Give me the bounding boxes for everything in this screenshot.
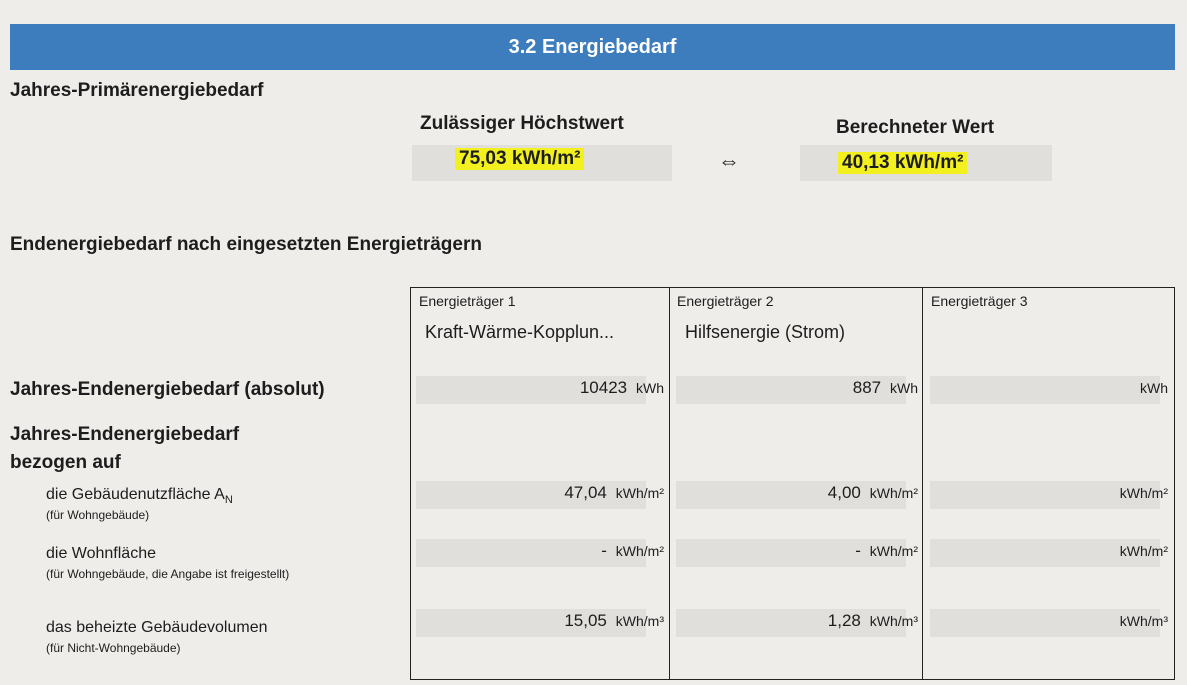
value-cell: kWh/m² xyxy=(1111,541,1168,561)
section-title: 3.2 Energiebedarf xyxy=(10,24,1175,70)
unit: kWh/m² xyxy=(615,543,664,559)
row-wohn-note: (für Wohngebäude, die Angabe ist freiges… xyxy=(46,567,290,581)
value: 10423 xyxy=(579,378,628,397)
value-cell: 15,05 kWh/m³ xyxy=(564,611,664,631)
value-cell: kWh/m² xyxy=(1111,483,1168,503)
value-field-bg xyxy=(416,376,646,404)
unit: kWh xyxy=(636,380,664,396)
value-cell: kWh xyxy=(1131,378,1168,398)
calc-value: 40,13 kWh/m² xyxy=(838,152,968,174)
value-field-bg xyxy=(930,376,1160,404)
value: 887 xyxy=(852,378,882,397)
unit: kWh/m² xyxy=(869,543,918,559)
unit: kWh/m² xyxy=(1119,485,1168,501)
value-field-bg xyxy=(416,609,646,637)
value-field-bg xyxy=(676,481,906,509)
value: 47,04 xyxy=(564,483,607,502)
max-value: 75,03 kWh/m² xyxy=(455,148,585,170)
value: - xyxy=(601,541,607,560)
rel-label-2: bezogen auf xyxy=(10,452,121,473)
value-cell: - kWh/m² xyxy=(855,541,918,561)
row-vol-label: das beheizte Gebäudevolumen xyxy=(46,619,268,636)
unit: kWh/m² xyxy=(1119,543,1168,559)
row-an-label: die Gebäudenutzfläche AN xyxy=(46,486,233,507)
value-field-bg xyxy=(416,539,646,567)
row-an-note: (für Wohngebäude) xyxy=(46,508,150,522)
primary-heading: Jahres-Primärenergiebedarf xyxy=(10,80,264,101)
value-field-bg xyxy=(676,539,906,567)
row-wohn-label: die Wohnfläche xyxy=(46,545,156,562)
end-heading: Endenergiebedarf nach eingesetzten Energ… xyxy=(10,234,482,255)
value: 4,00 xyxy=(827,483,861,502)
value-cell: 10423 kWh xyxy=(580,378,664,398)
unit: kWh/m³ xyxy=(615,613,664,629)
unit: kWh/m³ xyxy=(1119,613,1168,629)
value-cell: 1,28 kWh/m³ xyxy=(828,611,918,631)
max-label: Zulässiger Höchstwert xyxy=(420,113,624,134)
unit: kWh/m² xyxy=(869,485,918,501)
value-cell: 4,00 kWh/m² xyxy=(828,483,918,503)
value: 15,05 xyxy=(564,611,607,630)
value: - xyxy=(855,541,861,560)
value-field-bg xyxy=(930,481,1160,509)
row-vol-note: (für Nicht-Wohngebäude) xyxy=(46,641,181,655)
abs-label: Jahres-Endenergiebedarf (absolut) xyxy=(10,379,325,400)
calc-label: Berechneter Wert xyxy=(836,117,995,138)
unit: kWh xyxy=(890,380,918,396)
value-field-bg xyxy=(930,539,1160,567)
value-field-bg xyxy=(676,609,906,637)
compare-arrow-icon: ⇔ xyxy=(718,148,740,173)
carrier-3-label: Energieträger 3 xyxy=(931,293,1028,309)
unit: kWh/m³ xyxy=(869,613,918,629)
value-cell: 887 kWh xyxy=(853,378,918,398)
value-field-bg xyxy=(416,481,646,509)
unit: kWh/m² xyxy=(615,485,664,501)
value: 1,28 xyxy=(827,611,861,630)
value-cell: 47,04 kWh/m² xyxy=(564,483,664,503)
value-field-bg xyxy=(930,609,1160,637)
energy-table: Energieträger 1 Kraft-Wärme-Kopplun... E… xyxy=(410,287,1175,680)
carrier-2-name: Hilfsenergie (Strom) xyxy=(685,322,846,342)
value-field-bg xyxy=(676,376,906,404)
carrier-1-label: Energieträger 1 xyxy=(419,293,516,309)
value-cell: kWh/m³ xyxy=(1111,611,1168,631)
unit: kWh xyxy=(1140,380,1168,396)
carrier-2-label: Energieträger 2 xyxy=(677,293,774,309)
carrier-1-name: Kraft-Wärme-Kopplun... xyxy=(425,322,615,342)
rel-label-1: Jahres-Endenergiebedarf xyxy=(10,424,240,445)
value-cell: - kWh/m² xyxy=(601,541,664,561)
